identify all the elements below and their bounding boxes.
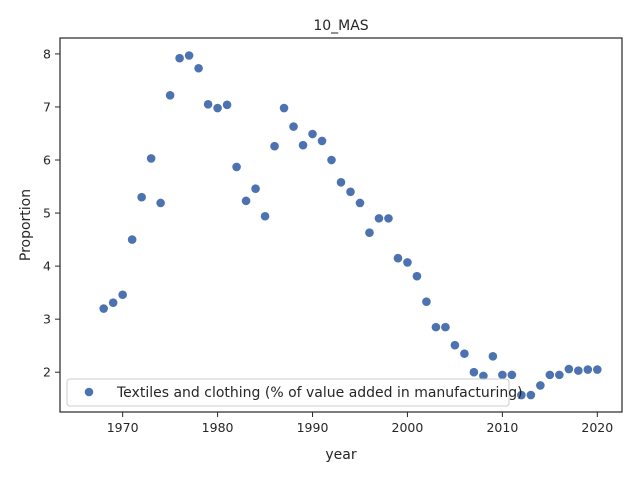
data-point: [422, 297, 431, 306]
data-point: [536, 381, 545, 390]
data-point: [279, 103, 289, 113]
data-point: [355, 198, 365, 208]
x-axis-label: year: [325, 447, 356, 463]
x-tick-label: 2010: [486, 420, 518, 435]
x-tick-label: 1990: [297, 420, 329, 435]
data-point: [365, 228, 374, 237]
data-point: [298, 140, 308, 150]
y-axis-label: Proportion: [18, 189, 34, 261]
y-tick-label: 4: [43, 259, 51, 274]
data-point: [583, 365, 593, 374]
data-point: [194, 63, 203, 73]
data-point: [450, 340, 460, 350]
x-axis: 1970 1980 1990 2000 2010 2020: [107, 412, 613, 435]
data-point: [526, 390, 536, 400]
data-point: [574, 366, 583, 375]
y-tick-label: 5: [43, 206, 51, 221]
data-point: [156, 198, 165, 208]
data-point: [507, 370, 517, 380]
data-point: [251, 184, 260, 193]
legend: Textiles and clothing (% of value added …: [66, 378, 523, 407]
y-axis: 2 3 4 5 6 7 8: [43, 46, 60, 380]
data-point: [488, 351, 498, 361]
data-point: [203, 100, 213, 109]
chart-title: 10_MAS: [313, 18, 368, 34]
data-point: [317, 136, 327, 146]
legend-marker: [84, 387, 94, 397]
x-tick-label: 1970: [107, 420, 139, 435]
axes-frame: [59, 37, 623, 413]
data-point: [118, 290, 127, 300]
data-point: [412, 271, 422, 281]
x-tick-label: 2000: [392, 420, 424, 435]
data-point: [431, 322, 441, 332]
data-point: [165, 90, 175, 100]
data-point: [593, 365, 602, 374]
data-point: [289, 122, 298, 131]
plot-area: [99, 51, 602, 400]
data-point: [346, 187, 355, 197]
y-tick-label: 7: [43, 99, 51, 114]
data-point: [555, 370, 564, 380]
data-point: [374, 214, 384, 223]
data-point: [127, 235, 137, 244]
legend-box: [66, 378, 510, 407]
legend-label: Textiles and clothing (% of value added …: [116, 385, 523, 401]
y-tick-label: 3: [43, 312, 51, 327]
data-point: [175, 53, 184, 63]
data-point: [146, 154, 156, 163]
data-point: [498, 370, 507, 380]
y-tick-label: 2: [43, 365, 51, 380]
data-point: [403, 258, 412, 267]
data-point: [270, 141, 279, 151]
y-tick-label: 6: [43, 153, 51, 168]
data-point: [384, 214, 393, 223]
data-point: [222, 100, 232, 110]
data-point: [308, 129, 317, 139]
data-point: [99, 304, 108, 313]
data-point: [213, 103, 222, 113]
data-point: [241, 196, 251, 206]
x-tick-label: 2020: [581, 420, 613, 435]
data-point: [545, 370, 555, 380]
data-point: [327, 155, 336, 165]
data-point: [393, 253, 403, 263]
data-point: [232, 162, 241, 172]
data-point: [441, 322, 450, 332]
data-point: [469, 367, 479, 377]
data-point: [479, 371, 488, 381]
data-point: [460, 349, 469, 358]
data-point: [108, 298, 118, 308]
data-point: [336, 177, 346, 187]
data-point: [184, 51, 194, 60]
data-point: [517, 390, 526, 400]
data-point: [260, 211, 270, 221]
x-tick-label: 1980: [202, 420, 234, 435]
data-point: [564, 364, 574, 374]
y-tick-label: 8: [43, 46, 51, 61]
data-point: [137, 192, 146, 202]
